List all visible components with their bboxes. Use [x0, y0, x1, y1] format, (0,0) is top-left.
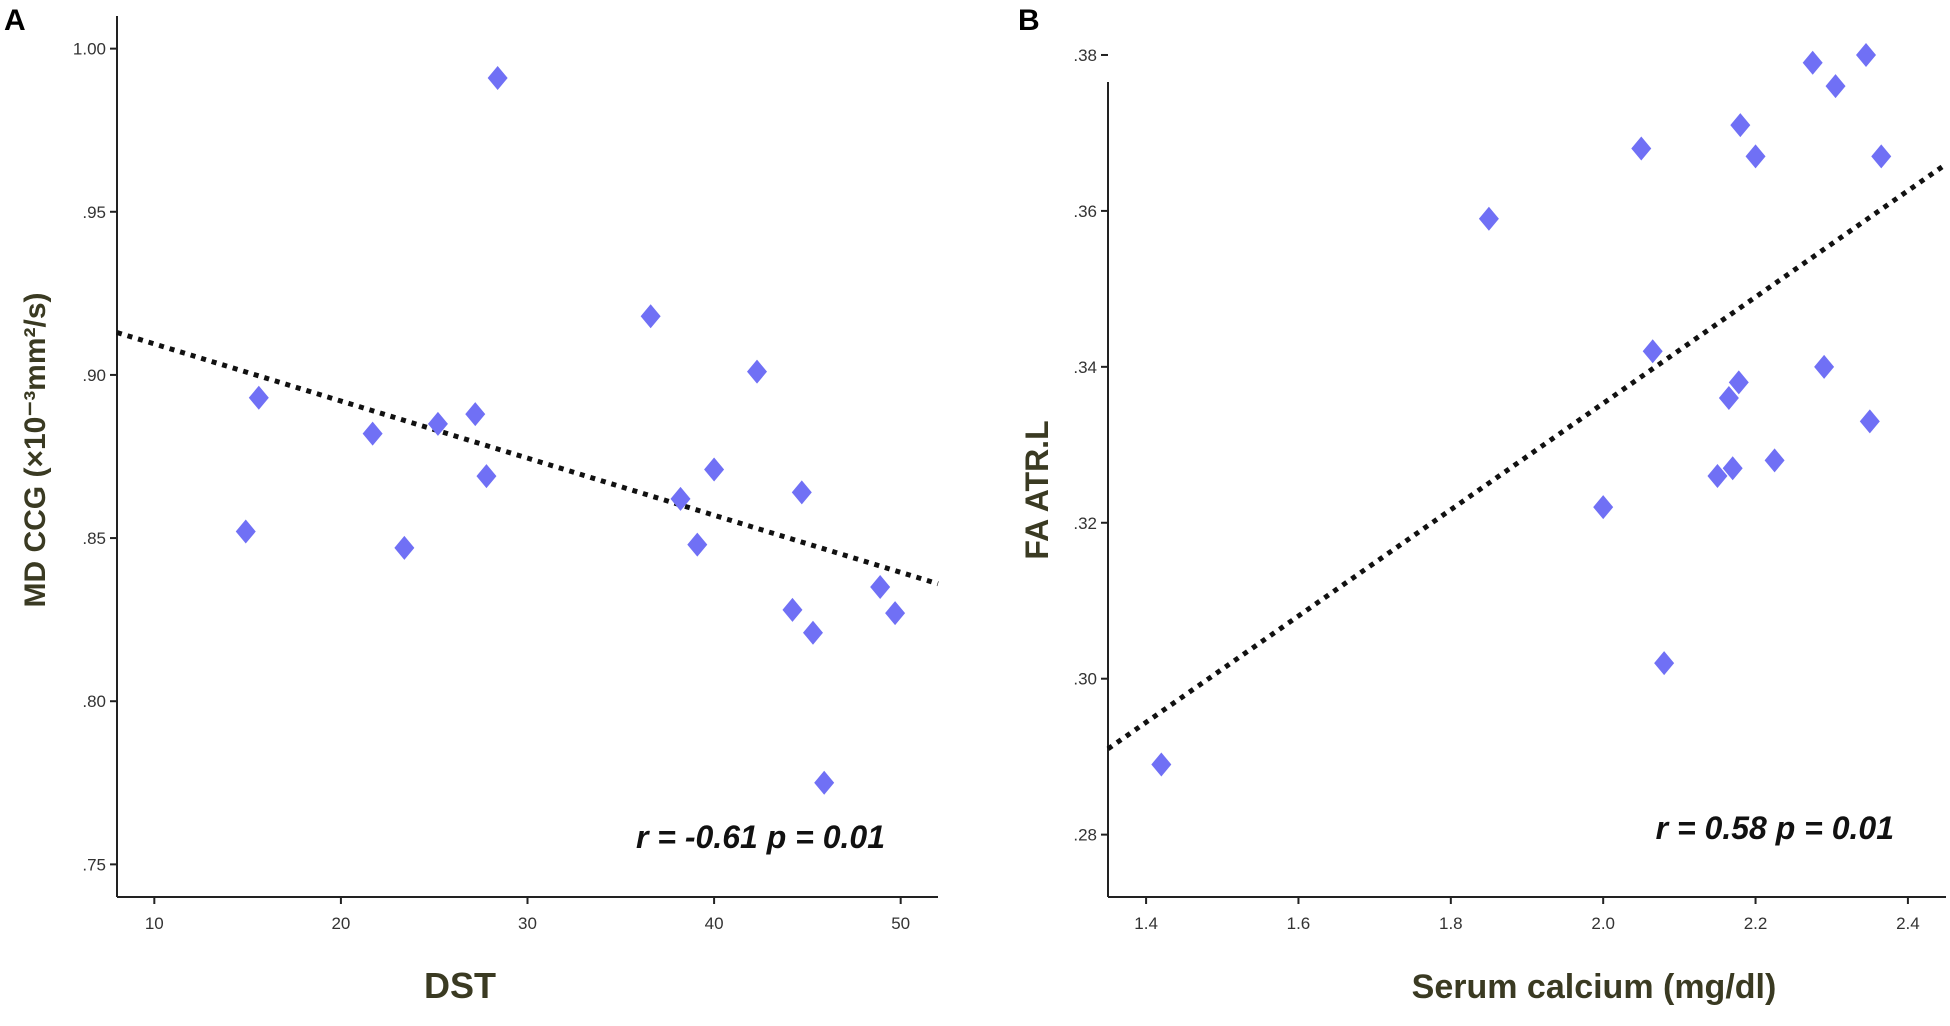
panel-a-data-point	[427, 411, 448, 436]
panel-b-data-point	[1151, 752, 1172, 777]
panel-b-y-tick-label: .30	[1073, 670, 1097, 689]
panel-b-y-ticks: .28 .30 .32 .34 .36 .38	[1073, 46, 1108, 845]
panel-b-x-tick-label: 1.6	[1287, 914, 1311, 933]
panel-a-data-point	[870, 575, 891, 600]
panel-b-data-point	[1654, 651, 1675, 676]
panel-b-y-tick-label: .34	[1073, 358, 1097, 377]
panel-a-x-ticks: 10 20 30 40 50	[145, 897, 910, 933]
panel-a-y-tick-label: 1.00	[73, 40, 106, 59]
panel-a-y-tick-label: .85	[82, 529, 106, 548]
panel-a-data-point	[487, 65, 508, 90]
panel-a-data-point	[362, 421, 383, 446]
panel-b-data-point	[1745, 144, 1766, 169]
panel-b-x-ticks: 1.4 1.6 1.8 2.0 2.2 2.4	[1134, 897, 1920, 933]
panel-a-y-tick-label: .80	[82, 692, 106, 711]
panel-a-data-point	[791, 480, 812, 505]
panel-b-x-tick-label: 2.0	[1591, 914, 1615, 933]
panel-b-y-tick-label: .36	[1073, 202, 1097, 221]
panel-b-y-tick-label: .28	[1073, 826, 1097, 845]
panel-b-x-axis-title: Serum calcium (mg/dl)	[1412, 968, 1777, 1006]
panel-b-data-point	[1859, 409, 1880, 434]
panel-b-data-point	[1707, 463, 1728, 488]
panel-b-data-point	[1825, 74, 1846, 99]
panel-a-data-point	[704, 457, 725, 482]
panel-a-x-tick-label: 40	[705, 914, 724, 933]
panel-b-x-tick-label: 1.8	[1439, 914, 1463, 933]
panel-a-data-point	[670, 486, 691, 511]
panel-b-trendline	[1106, 162, 1948, 751]
panel-a-y-tick-label: .75	[82, 855, 106, 874]
panel-b-correlation-label: r = 0.58 p = 0.01	[1656, 810, 1894, 846]
panel-b-x-tick-label: 1.4	[1134, 914, 1158, 933]
panel-b-x-tick-label: 2.2	[1744, 914, 1768, 933]
panel-b-data-point	[1871, 144, 1892, 169]
panel-a-data-point	[747, 359, 768, 384]
panel-b-y-tick-label: .38	[1073, 46, 1097, 65]
panel-a-correlation-label: r = -0.61 p = 0.01	[636, 819, 885, 855]
panel-b-data-point	[1631, 136, 1652, 161]
panel-b-data-point	[1722, 456, 1743, 481]
panel-a-data-point	[235, 519, 256, 544]
panel-a-data-point	[814, 770, 835, 795]
panel-b-y-tick-label: .32	[1073, 514, 1097, 533]
panel-a-data-point	[640, 304, 661, 329]
panel-b-data-point	[1593, 495, 1614, 520]
panel-b-points	[1151, 42, 1892, 777]
panel-b-data-point	[1642, 339, 1663, 364]
panel-b-y-axis-title: FA ATR.L	[1019, 420, 1055, 559]
panel-b-x-tick-label: 2.4	[1896, 914, 1920, 933]
panel-a-y-tick-label: .90	[82, 366, 106, 385]
panel-b-data-point	[1730, 113, 1751, 138]
panel-a-y-ticks: .75 .80 .85 .90 .95 1.00	[73, 40, 117, 874]
panel-b-data-point	[1728, 370, 1749, 395]
panel-a-x-tick-label: 20	[331, 914, 350, 933]
panel-b-data-point	[1478, 206, 1499, 231]
panel-a-y-axis-title: MD CCG (×10⁻³mm²/s)	[19, 292, 52, 607]
panel-a-y-tick-label: .95	[82, 203, 106, 222]
panel-a-data-point	[394, 535, 415, 560]
panel-b-data-point	[1802, 50, 1823, 75]
panel-b-letter: B	[1018, 4, 1040, 37]
panel-a-data-point	[465, 402, 486, 427]
panel-b-data-point	[1856, 42, 1877, 67]
panel-a-trendline	[116, 330, 939, 587]
panel-b: B .28.30.32.34.36.38 1.4 1.6 1.8 2.0 2.2 2.4 …	[1018, 4, 1948, 1006]
panel-b-data-point	[1718, 386, 1739, 411]
panel-a-data-point	[476, 464, 497, 489]
panel-b-data-point	[1814, 354, 1835, 379]
panel-a-letter: A	[4, 4, 26, 37]
panel-a-x-tick-label: 50	[891, 914, 910, 933]
panel-a: A .75 .80 .85 .90 .95 1.00 10 20 30 40 50 MD CCG …	[4, 4, 939, 1006]
panel-a-points	[235, 65, 906, 795]
panel-a-data-point	[782, 597, 803, 622]
panel-a-x-tick-label: 30	[518, 914, 537, 933]
panel-a-data-point	[885, 601, 906, 626]
panel-b-data-point	[1764, 448, 1785, 473]
panel-a-data-point	[687, 532, 708, 557]
panel-a-data-point	[802, 620, 823, 645]
panel-a-x-axis-title: DST	[424, 965, 496, 1006]
panel-a-x-tick-label: 10	[145, 914, 164, 933]
panel-a-data-point	[248, 385, 269, 410]
